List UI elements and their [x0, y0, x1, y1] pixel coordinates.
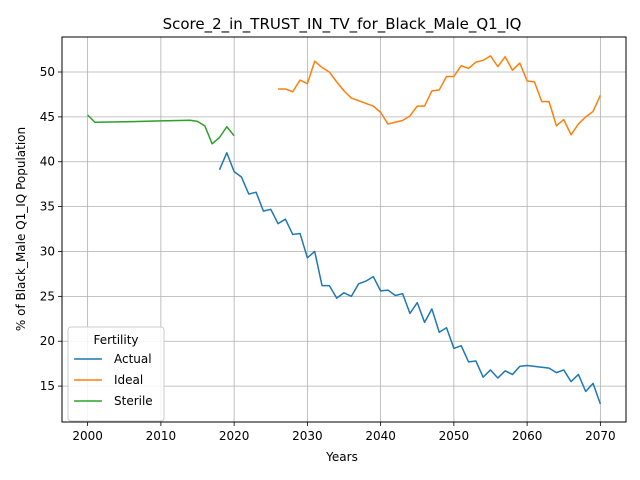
legend: Fertility Actual Ideal Sterile — [67, 326, 165, 422]
x-tick-label: 2060 — [512, 429, 543, 443]
plot-frame — [61, 36, 627, 423]
y-tick-label: 25 — [40, 289, 55, 303]
chart-title: Score_2_in_TRUST_IN_TV_for_Black_Male_Q1… — [163, 15, 522, 34]
series-layer — [87, 55, 602, 405]
y-tick-label: 30 — [40, 244, 55, 258]
series-line-ideal — [278, 55, 602, 136]
series-line-sterile — [87, 114, 235, 145]
x-axis: 2000 2010 2020 2030 2040 2050 2060 2070 — [72, 422, 616, 443]
y-tick-label: 45 — [40, 110, 55, 124]
y-axis: 15 20 25 30 35 40 45 50 — [40, 65, 62, 393]
y-tick-label: 20 — [40, 334, 55, 348]
y-tick-label: 50 — [40, 65, 55, 79]
legend-items: Actual Ideal Sterile — [74, 352, 153, 408]
x-tick-label: 2020 — [219, 429, 250, 443]
x-tick-label: 2050 — [439, 429, 470, 443]
y-tick-label: 40 — [40, 155, 55, 169]
y-tick-label: 15 — [40, 379, 55, 393]
legend-label-ideal: Ideal — [114, 373, 143, 387]
legend-label-actual: Actual — [114, 352, 152, 366]
legend-label-sterile: Sterile — [114, 394, 153, 408]
series-line-actual — [218, 152, 602, 405]
x-tick-label: 2010 — [146, 429, 177, 443]
x-tick-label: 2000 — [72, 429, 103, 443]
y-tick-label: 35 — [40, 200, 55, 214]
y-axis-label: % of Black_Male Q1_IQ Population — [14, 127, 28, 331]
x-tick-label: 2040 — [365, 429, 396, 443]
x-tick-label: 2030 — [292, 429, 323, 443]
legend-title: Fertility — [93, 333, 138, 347]
x-tick-label: 2070 — [585, 429, 616, 443]
x-axis-label: Years — [325, 450, 358, 464]
legend-box — [67, 326, 165, 422]
